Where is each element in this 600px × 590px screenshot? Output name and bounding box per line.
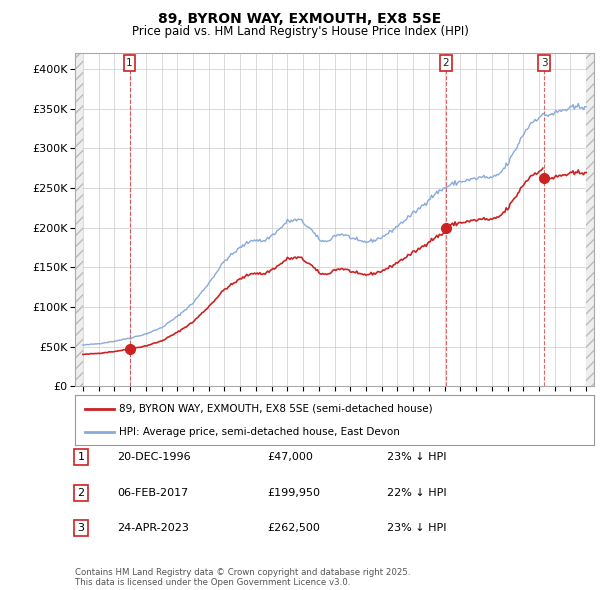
Text: HPI: Average price, semi-detached house, East Devon: HPI: Average price, semi-detached house,…	[119, 427, 400, 437]
Text: 24-APR-2023: 24-APR-2023	[117, 523, 189, 533]
Text: Contains HM Land Registry data © Crown copyright and database right 2025.
This d: Contains HM Land Registry data © Crown c…	[75, 568, 410, 587]
Text: £47,000: £47,000	[267, 453, 313, 462]
Bar	[75, 53, 83, 386]
Text: 2: 2	[443, 58, 449, 68]
Text: 23% ↓ HPI: 23% ↓ HPI	[387, 453, 446, 462]
Text: 2: 2	[77, 488, 85, 497]
Text: 89, BYRON WAY, EXMOUTH, EX8 5SE (semi-detached house): 89, BYRON WAY, EXMOUTH, EX8 5SE (semi-de…	[119, 404, 433, 414]
Text: 1: 1	[77, 453, 85, 462]
Text: 20-DEC-1996: 20-DEC-1996	[117, 453, 191, 462]
Text: £199,950: £199,950	[267, 488, 320, 497]
Text: 23% ↓ HPI: 23% ↓ HPI	[387, 523, 446, 533]
Text: 22% ↓ HPI: 22% ↓ HPI	[387, 488, 446, 497]
Text: Price paid vs. HM Land Registry's House Price Index (HPI): Price paid vs. HM Land Registry's House …	[131, 25, 469, 38]
Text: 3: 3	[541, 58, 547, 68]
Text: £262,500: £262,500	[267, 523, 320, 533]
Text: 06-FEB-2017: 06-FEB-2017	[117, 488, 188, 497]
Text: 3: 3	[77, 523, 85, 533]
Bar	[586, 53, 594, 386]
Text: 89, BYRON WAY, EXMOUTH, EX8 5SE: 89, BYRON WAY, EXMOUTH, EX8 5SE	[158, 12, 442, 26]
Text: 1: 1	[126, 58, 133, 68]
